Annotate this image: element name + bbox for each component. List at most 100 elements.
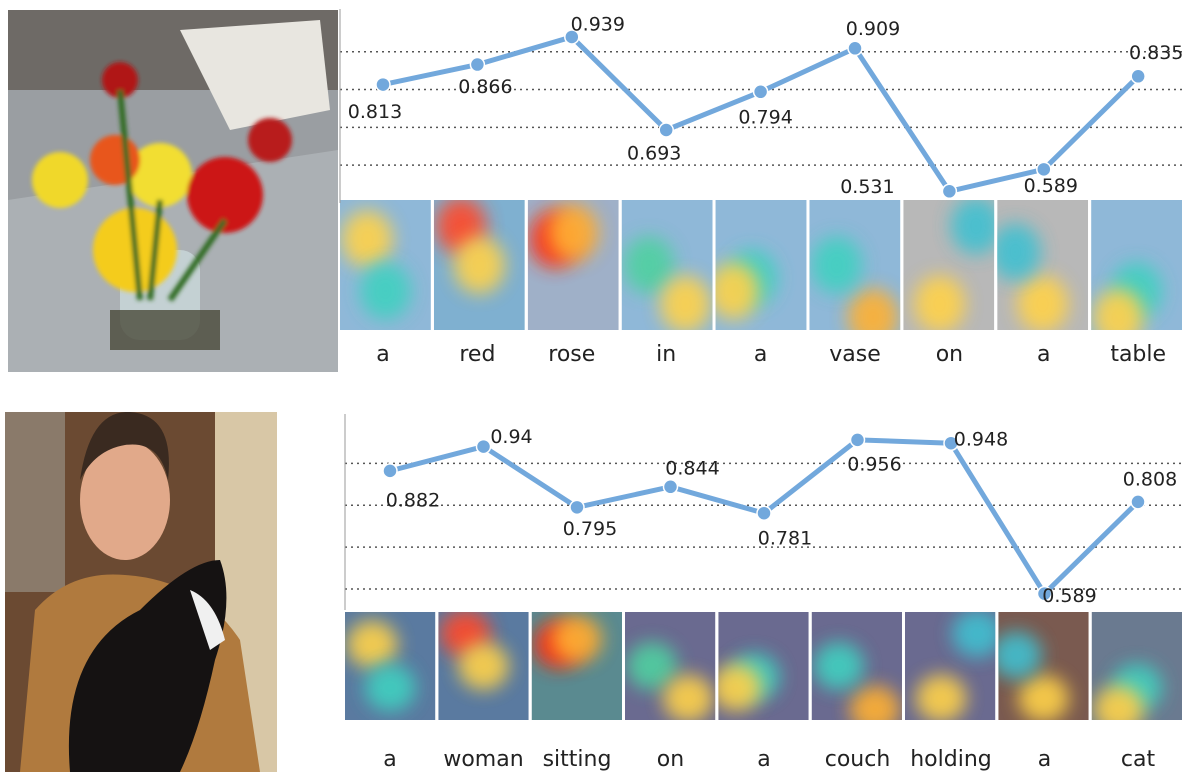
- heatmap-blob: [458, 642, 509, 690]
- data-point: [376, 78, 390, 92]
- value-label: 0.589: [1042, 585, 1096, 607]
- value-label: 0.794: [738, 106, 792, 128]
- heatmap-blob: [991, 631, 1042, 679]
- word-label: couch: [825, 747, 891, 772]
- heatmap-thumbnail: [438, 610, 528, 720]
- heatmap-content: [438, 610, 528, 720]
- heatmap-blob: [660, 275, 711, 332]
- word-label: holding: [910, 747, 992, 772]
- heatmap-blob: [454, 236, 505, 293]
- heatmap-content: [903, 197, 1001, 332]
- heatmaps: [340, 197, 1182, 733]
- heatmap-thumbnail: [1092, 612, 1182, 733]
- heatmap-blob: [990, 223, 1041, 280]
- heatmap-thumbnail: [625, 612, 715, 722]
- heatmap-blob: [548, 204, 599, 261]
- heatmap-content: [711, 612, 809, 720]
- heatmap-content: [809, 200, 900, 346]
- word-label: woman: [443, 747, 523, 772]
- heatmap-content: [532, 612, 622, 720]
- word-label: sitting: [543, 747, 612, 772]
- heatmap-thumbnail: [903, 197, 1001, 332]
- heatmap-blob: [1093, 685, 1144, 733]
- data-point: [659, 123, 673, 137]
- heatmap-thumbnail: [345, 612, 435, 720]
- value-label: 0.781: [758, 528, 812, 550]
- word-label: a: [754, 342, 767, 367]
- heatmap-content: [434, 197, 525, 330]
- heatmap-thumbnail: [990, 200, 1088, 333]
- heatmap-content: [1091, 200, 1182, 346]
- data-point: [848, 41, 862, 55]
- word-label: a: [1038, 747, 1051, 772]
- value-label: 0.835: [1129, 42, 1183, 64]
- word-label: a: [757, 747, 770, 772]
- data-point: [477, 440, 491, 454]
- heatmap-content: [990, 200, 1088, 333]
- heatmap-blob: [952, 610, 1003, 658]
- heatmap-blob: [1093, 288, 1144, 345]
- data-point: [754, 85, 768, 99]
- heatmap-blob: [811, 236, 862, 293]
- word-label: in: [656, 342, 676, 367]
- heatmap-content: [345, 612, 435, 720]
- heatmap-blob: [711, 664, 762, 712]
- value-label: 0.795: [563, 518, 617, 540]
- heatmap-blob: [914, 275, 965, 332]
- value-label: 0.956: [847, 453, 901, 475]
- word-label: vase: [829, 342, 881, 367]
- heatmap-thumbnail: [905, 610, 1003, 722]
- heatmap-thumbnail: [991, 612, 1089, 722]
- word-label: on: [657, 747, 684, 772]
- heatmap-blob: [916, 675, 967, 723]
- heatmap-thumbnail: [434, 197, 525, 330]
- heatmap-blob: [360, 262, 411, 319]
- heatmap-thumbnail: [812, 612, 902, 733]
- data-point: [570, 500, 584, 514]
- value-label: 0.844: [665, 457, 719, 479]
- word-label: cat: [1121, 747, 1156, 772]
- flower-photo: [8, 10, 338, 372]
- value-label: 0.909: [846, 18, 900, 40]
- heatmap-content: [1092, 612, 1182, 733]
- word-label: rose: [548, 342, 595, 367]
- data-point: [1131, 495, 1145, 509]
- value-label: 0.813: [348, 101, 402, 123]
- heatmap-content: [340, 200, 431, 330]
- word-label: on: [936, 342, 963, 367]
- heatmap-blob: [663, 675, 714, 723]
- figure: 0.813a0.866red0.939rose0.693in0.794a0.90…: [0, 0, 1190, 773]
- heatmap-content: [625, 612, 715, 722]
- heatmap-thumbnail: [1091, 200, 1182, 346]
- heatmap-blob: [552, 615, 603, 663]
- heatmap-blob: [708, 262, 759, 319]
- heatmap-blob: [1018, 675, 1069, 723]
- heatmap-content: [812, 612, 902, 733]
- heatmap-blob: [813, 642, 864, 690]
- word-label: a: [376, 342, 389, 367]
- woman-photo: [5, 412, 277, 772]
- data-point: [851, 433, 865, 447]
- word-label: a: [1037, 342, 1050, 367]
- heatmap-blob: [951, 197, 1002, 254]
- word-label: table: [1110, 342, 1166, 367]
- heatmap-thumbnail: [340, 200, 431, 330]
- value-label: 0.939: [571, 13, 625, 35]
- value-label: 0.948: [954, 429, 1008, 451]
- data-point: [470, 58, 484, 72]
- heatmap-content: [991, 612, 1089, 722]
- heatmap-content: [708, 200, 806, 330]
- heatmap-blob: [848, 288, 899, 345]
- data-point: [664, 480, 678, 494]
- value-label: 0.94: [490, 426, 532, 448]
- heatmap-thumbnail: [622, 200, 713, 333]
- data-point: [1131, 69, 1145, 83]
- value-label: 0.589: [1024, 175, 1078, 197]
- heatmap-blob: [347, 621, 398, 669]
- value-label: 0.866: [458, 76, 512, 98]
- heatmap-thumbnail: [528, 200, 619, 330]
- heatmap-blob: [365, 664, 416, 712]
- value-label: 0.808: [1123, 468, 1177, 490]
- word-label: red: [459, 342, 495, 367]
- data-point: [942, 184, 956, 198]
